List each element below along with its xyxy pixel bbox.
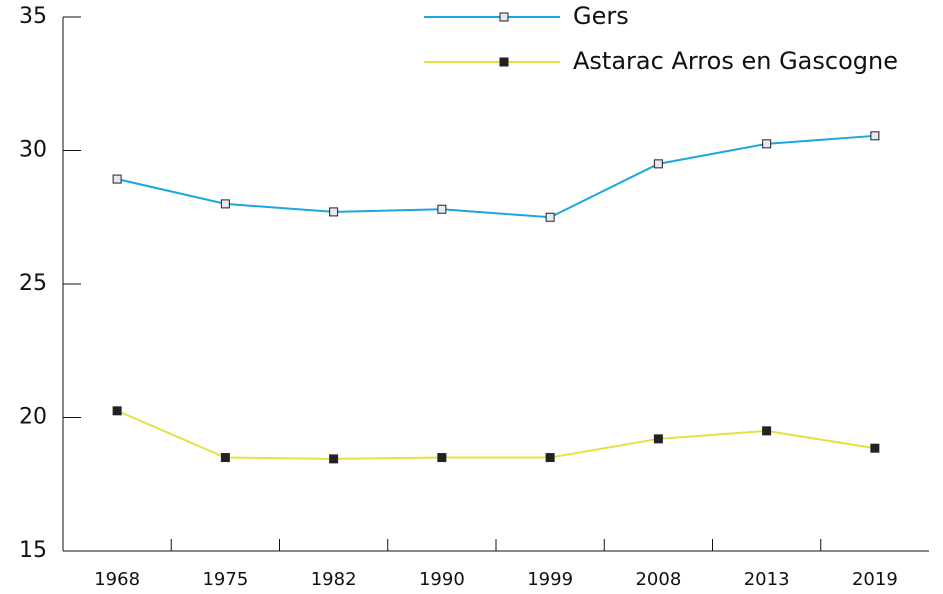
point-marker [112,406,122,416]
x-tick-label: 1968 [94,569,140,590]
x-tick-label: 1999 [527,569,573,590]
y-tick-label: 35 [19,4,47,29]
x-tick-label: 1975 [202,569,248,590]
point-marker [870,443,880,453]
series-line [116,409,876,460]
legend-label: Gers [573,2,629,30]
legend-marker [499,12,509,22]
point-marker [220,199,230,209]
point-marker [653,159,663,169]
point-marker [545,453,555,463]
point-marker [870,131,880,141]
point-marker [437,453,447,463]
point-marker [329,207,339,217]
x-tick-label: 2008 [635,569,681,590]
point-marker [762,426,772,436]
point-marker [329,454,339,464]
point-marker [653,434,663,444]
legend-label: Astarac Arros en Gascogne [573,47,898,75]
y-tick-label: 20 [19,405,47,430]
point-marker [545,212,555,222]
x-tick-label: 1982 [311,569,357,590]
y-tick-label: 25 [19,271,47,296]
y-tick-label: 15 [19,538,47,563]
x-tick-label: 2013 [744,569,790,590]
point-marker [112,174,122,184]
y-tick-label: 30 [19,138,47,163]
series-line [116,134,875,219]
point-marker [437,204,447,214]
point-marker [762,139,772,149]
x-tick-label: 2019 [852,569,898,590]
point-marker [220,453,230,463]
legend-marker [499,57,509,67]
x-tick-label: 1990 [419,569,465,590]
